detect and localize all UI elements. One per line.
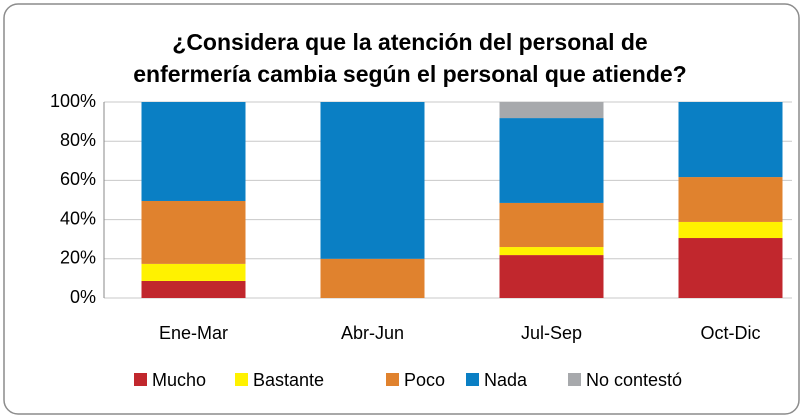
bar-segment (141, 263, 246, 281)
x-tick-label: Jul-Sep (521, 323, 582, 343)
title-line: enfermería cambia según el personal que … (133, 61, 686, 87)
bar-segment (141, 280, 246, 298)
bar-segment (499, 255, 604, 298)
bar-segment (320, 258, 425, 298)
legend-swatch (134, 373, 147, 386)
y-tick-label: 80% (60, 130, 96, 150)
y-tick-label: 0% (70, 287, 96, 307)
bar-segment (320, 102, 425, 259)
legend-swatch (466, 373, 479, 386)
legend-label: Nada (484, 370, 528, 390)
y-tick-label: 100% (50, 91, 96, 111)
x-tick-label: Abr-Jun (341, 323, 404, 343)
x-tick-label: Ene-Mar (159, 323, 228, 343)
title-line: ¿Considera que la atención del personal … (172, 29, 647, 55)
bar-segment (499, 118, 604, 203)
legend-swatch (568, 373, 581, 386)
legend-label: No contestó (586, 370, 682, 390)
legend-swatch (235, 373, 248, 386)
legend-label: Bastante (253, 370, 324, 390)
bar-segment (678, 221, 783, 239)
legend-label: Mucho (152, 370, 206, 390)
bar-segment (499, 247, 604, 256)
bar-segment (678, 102, 783, 178)
y-tick-label: 20% (60, 248, 96, 268)
y-tick-label: 40% (60, 208, 96, 228)
bar-segment (499, 102, 604, 119)
bar-segment (678, 238, 783, 298)
legend-swatch (386, 373, 399, 386)
bar-segment (141, 200, 246, 264)
bar-segment (141, 102, 246, 201)
bar-segment (678, 177, 783, 222)
chart-title: ¿Considera que la atención del personal … (133, 29, 686, 87)
bar-segment (499, 202, 604, 248)
x-tick-label: Oct-Dic (701, 323, 761, 343)
legend-label: Poco (404, 370, 445, 390)
y-tick-label: 60% (60, 169, 96, 189)
